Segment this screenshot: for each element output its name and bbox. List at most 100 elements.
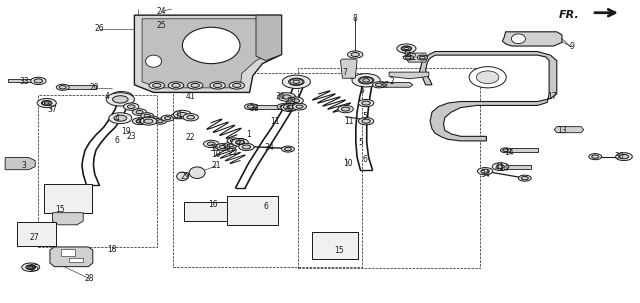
Circle shape — [183, 114, 198, 121]
Text: 10: 10 — [342, 159, 353, 168]
Circle shape — [277, 104, 290, 110]
Circle shape — [284, 103, 299, 111]
Text: 39: 39 — [286, 97, 296, 106]
Text: 22: 22 — [229, 148, 238, 157]
Circle shape — [402, 46, 411, 51]
Circle shape — [114, 115, 127, 121]
Text: 36: 36 — [275, 92, 285, 102]
Bar — [173, 73, 362, 267]
Text: 4: 4 — [105, 92, 110, 102]
Circle shape — [132, 109, 147, 115]
Text: 11: 11 — [271, 117, 280, 126]
Circle shape — [136, 119, 143, 123]
Circle shape — [191, 83, 200, 88]
Circle shape — [109, 113, 132, 124]
Text: 39: 39 — [221, 144, 231, 153]
Circle shape — [187, 115, 195, 119]
Circle shape — [216, 144, 230, 150]
Polygon shape — [502, 32, 562, 46]
Circle shape — [232, 138, 248, 146]
Text: 15: 15 — [334, 246, 344, 255]
Text: 5: 5 — [359, 86, 364, 95]
Text: 14: 14 — [499, 164, 509, 173]
Text: 6: 6 — [115, 136, 120, 145]
Circle shape — [358, 77, 374, 84]
Circle shape — [362, 101, 371, 105]
Circle shape — [372, 82, 385, 88]
Text: 31: 31 — [173, 111, 183, 120]
Circle shape — [26, 265, 36, 270]
Bar — [227, 196, 278, 225]
Circle shape — [146, 116, 159, 122]
Polygon shape — [8, 79, 35, 82]
Text: 7: 7 — [342, 68, 347, 77]
Circle shape — [289, 78, 304, 85]
Text: 18: 18 — [108, 245, 116, 254]
Circle shape — [210, 82, 225, 89]
Circle shape — [288, 97, 303, 104]
Text: 23: 23 — [126, 132, 136, 141]
Circle shape — [224, 142, 237, 148]
Circle shape — [280, 105, 287, 108]
Text: 11: 11 — [344, 117, 353, 126]
Circle shape — [149, 82, 164, 89]
Text: 30: 30 — [614, 152, 625, 161]
Text: 13: 13 — [557, 126, 567, 135]
Circle shape — [172, 83, 180, 88]
Circle shape — [282, 95, 291, 99]
Circle shape — [132, 118, 147, 125]
Circle shape — [161, 115, 174, 121]
Text: 26: 26 — [94, 24, 104, 33]
Circle shape — [348, 51, 363, 58]
Ellipse shape — [177, 172, 188, 181]
Text: 33: 33 — [19, 77, 29, 86]
Circle shape — [37, 98, 56, 108]
Circle shape — [477, 168, 493, 175]
Circle shape — [175, 114, 181, 117]
Text: 4: 4 — [115, 114, 120, 123]
Circle shape — [358, 118, 374, 125]
Circle shape — [144, 114, 150, 117]
Text: 22: 22 — [186, 133, 195, 142]
Circle shape — [351, 52, 360, 57]
Text: 10: 10 — [211, 150, 221, 159]
Circle shape — [352, 74, 380, 87]
Circle shape — [213, 83, 222, 88]
Text: 6: 6 — [263, 201, 268, 211]
Circle shape — [481, 169, 490, 173]
Text: 40: 40 — [235, 138, 245, 147]
Bar — [61, 249, 75, 256]
Circle shape — [152, 83, 161, 88]
Circle shape — [236, 140, 244, 145]
Circle shape — [492, 163, 509, 171]
Circle shape — [338, 105, 353, 113]
Text: 9: 9 — [569, 42, 574, 52]
Circle shape — [239, 143, 254, 151]
Text: 16: 16 — [208, 200, 218, 209]
Ellipse shape — [469, 67, 506, 88]
Circle shape — [401, 46, 412, 51]
Circle shape — [124, 103, 139, 110]
Circle shape — [278, 93, 296, 101]
Circle shape — [44, 102, 49, 104]
Circle shape — [287, 105, 295, 109]
Text: 40: 40 — [136, 117, 146, 126]
Polygon shape — [5, 158, 35, 170]
Circle shape — [360, 77, 372, 83]
Circle shape — [375, 83, 383, 87]
Text: 41: 41 — [186, 92, 196, 102]
Circle shape — [178, 112, 187, 117]
Polygon shape — [504, 165, 531, 169]
Polygon shape — [52, 213, 83, 225]
Circle shape — [500, 148, 511, 153]
Text: 34: 34 — [264, 143, 274, 152]
Circle shape — [172, 113, 184, 119]
Circle shape — [56, 84, 69, 90]
Text: 24: 24 — [156, 7, 166, 16]
Text: 21: 21 — [212, 161, 221, 170]
Text: 35: 35 — [29, 264, 39, 273]
Bar — [184, 202, 239, 221]
Circle shape — [247, 105, 255, 108]
Polygon shape — [256, 15, 282, 61]
Text: 37: 37 — [379, 81, 389, 90]
